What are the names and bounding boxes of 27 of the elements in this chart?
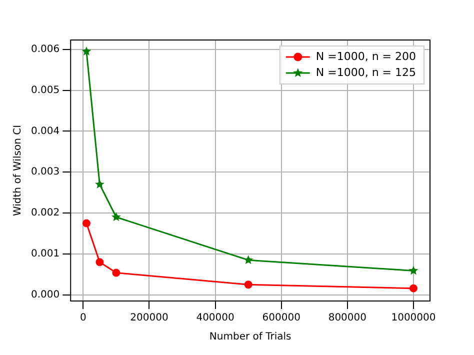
y-tick-label: 0.003 (30, 166, 60, 178)
legend-label: N =1000, n = 125 (316, 66, 416, 79)
point (408, 266, 418, 275)
point (82, 46, 92, 56)
x-tick-label: 800000 (328, 312, 367, 324)
x-tick-label: 0 (80, 312, 86, 324)
legend-label: N =1000, n = 200 (316, 50, 416, 63)
x-axis-title: Number of Trials (209, 332, 292, 343)
x-tick-label: 600000 (262, 312, 300, 324)
x-tick-label: 1000000 (391, 312, 436, 324)
y-tick-label: 0.006 (30, 44, 60, 56)
y-tick-label: 0.005 (30, 84, 60, 96)
y-tick-label: 0.001 (30, 248, 60, 260)
point (94, 179, 104, 188)
point (244, 255, 254, 264)
y-tick-label: 0.004 (30, 126, 60, 137)
y-tick-label: 0.000 (30, 289, 60, 300)
x-tick-label: 200000 (130, 312, 168, 324)
point (112, 268, 120, 277)
point (111, 212, 121, 222)
y-tick-label: 0.002 (30, 208, 60, 219)
x-tick-label: 400000 (196, 312, 234, 324)
point (244, 280, 252, 289)
point (82, 219, 90, 228)
y-axis-title: Width of Wilson CI (12, 124, 24, 216)
point (409, 284, 418, 292)
point (96, 258, 104, 266)
